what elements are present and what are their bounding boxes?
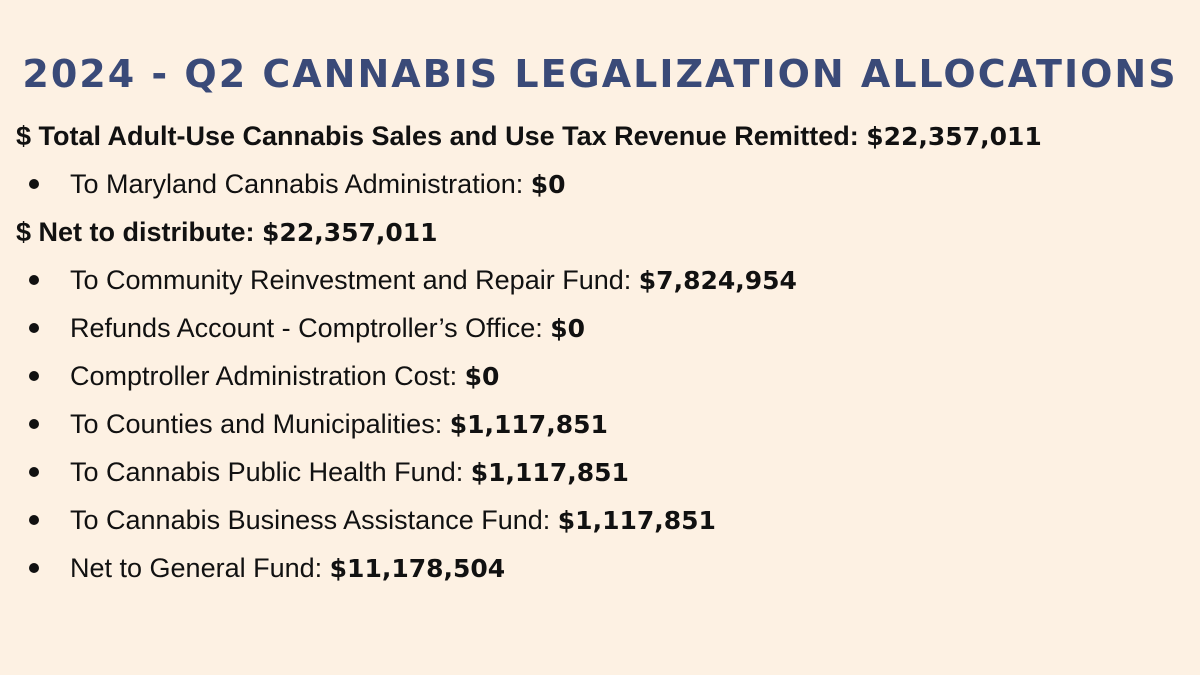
item-label: To Community Reinvestment and Repair Fun… [70, 265, 632, 295]
total-revenue-value: $22,357,011 [866, 122, 1042, 151]
bullet-icon [29, 179, 39, 189]
item-value: $0 [464, 362, 500, 391]
item-label: Refunds Account - Comptroller’s Office: [70, 313, 543, 343]
slide-title: 2024 - Q2 CANNABIS LEGALIZATION ALLOCATI… [22, 52, 1178, 96]
list-item: To Community Reinvestment and Repair Fun… [16, 256, 1186, 304]
net-distribute-line: $ Net to distribute: $22,357,011 [16, 208, 1186, 256]
list-item: To Maryland Cannabis Administration: $0 [16, 160, 1186, 208]
item-label: To Counties and Municipalities: [70, 409, 443, 439]
item-value: $1,117,851 [557, 506, 716, 535]
list-item: Net to General Fund: $11,178,504 [16, 544, 1186, 592]
bullet-icon [29, 563, 39, 573]
bullet-icon [29, 515, 39, 525]
list-item: To Counties and Municipalities: $1,117,8… [16, 400, 1186, 448]
item-value: $1,117,851 [449, 410, 608, 439]
bullet-icon [29, 467, 39, 477]
item-label: To Maryland Cannabis Administration: [70, 169, 524, 199]
list-item: Comptroller Administration Cost: $0 [16, 352, 1186, 400]
pre-distribution-list: To Maryland Cannabis Administration: $0 [16, 160, 1186, 208]
item-value: $1,117,851 [470, 458, 629, 487]
item-value: $0 [530, 170, 566, 199]
item-value: $11,178,504 [329, 554, 506, 583]
list-item: To Cannabis Public Health Fund: $1,117,8… [16, 448, 1186, 496]
bullet-icon [29, 419, 39, 429]
item-value: $7,824,954 [638, 266, 797, 295]
net-distribute-value: $22,357,011 [262, 218, 438, 247]
total-revenue-label: $ Total Adult-Use Cannabis Sales and Use… [16, 121, 859, 151]
allocation-list: To Community Reinvestment and Repair Fun… [16, 256, 1186, 592]
list-item: To Cannabis Business Assistance Fund: $1… [16, 496, 1186, 544]
bullet-icon [29, 323, 39, 333]
item-label: Net to General Fund: [70, 553, 323, 583]
allocations-content: $ Total Adult-Use Cannabis Sales and Use… [16, 112, 1186, 592]
list-item: Refunds Account - Comptroller’s Office: … [16, 304, 1186, 352]
item-value: $0 [550, 314, 586, 343]
item-label: To Cannabis Public Health Fund: [70, 457, 464, 487]
item-label: To Cannabis Business Assistance Fund: [70, 505, 551, 535]
item-label: Comptroller Administration Cost: [70, 361, 458, 391]
total-revenue-line: $ Total Adult-Use Cannabis Sales and Use… [16, 112, 1186, 160]
net-distribute-label: $ Net to distribute: [16, 217, 255, 247]
bullet-icon [29, 371, 39, 381]
bullet-icon [29, 275, 39, 285]
